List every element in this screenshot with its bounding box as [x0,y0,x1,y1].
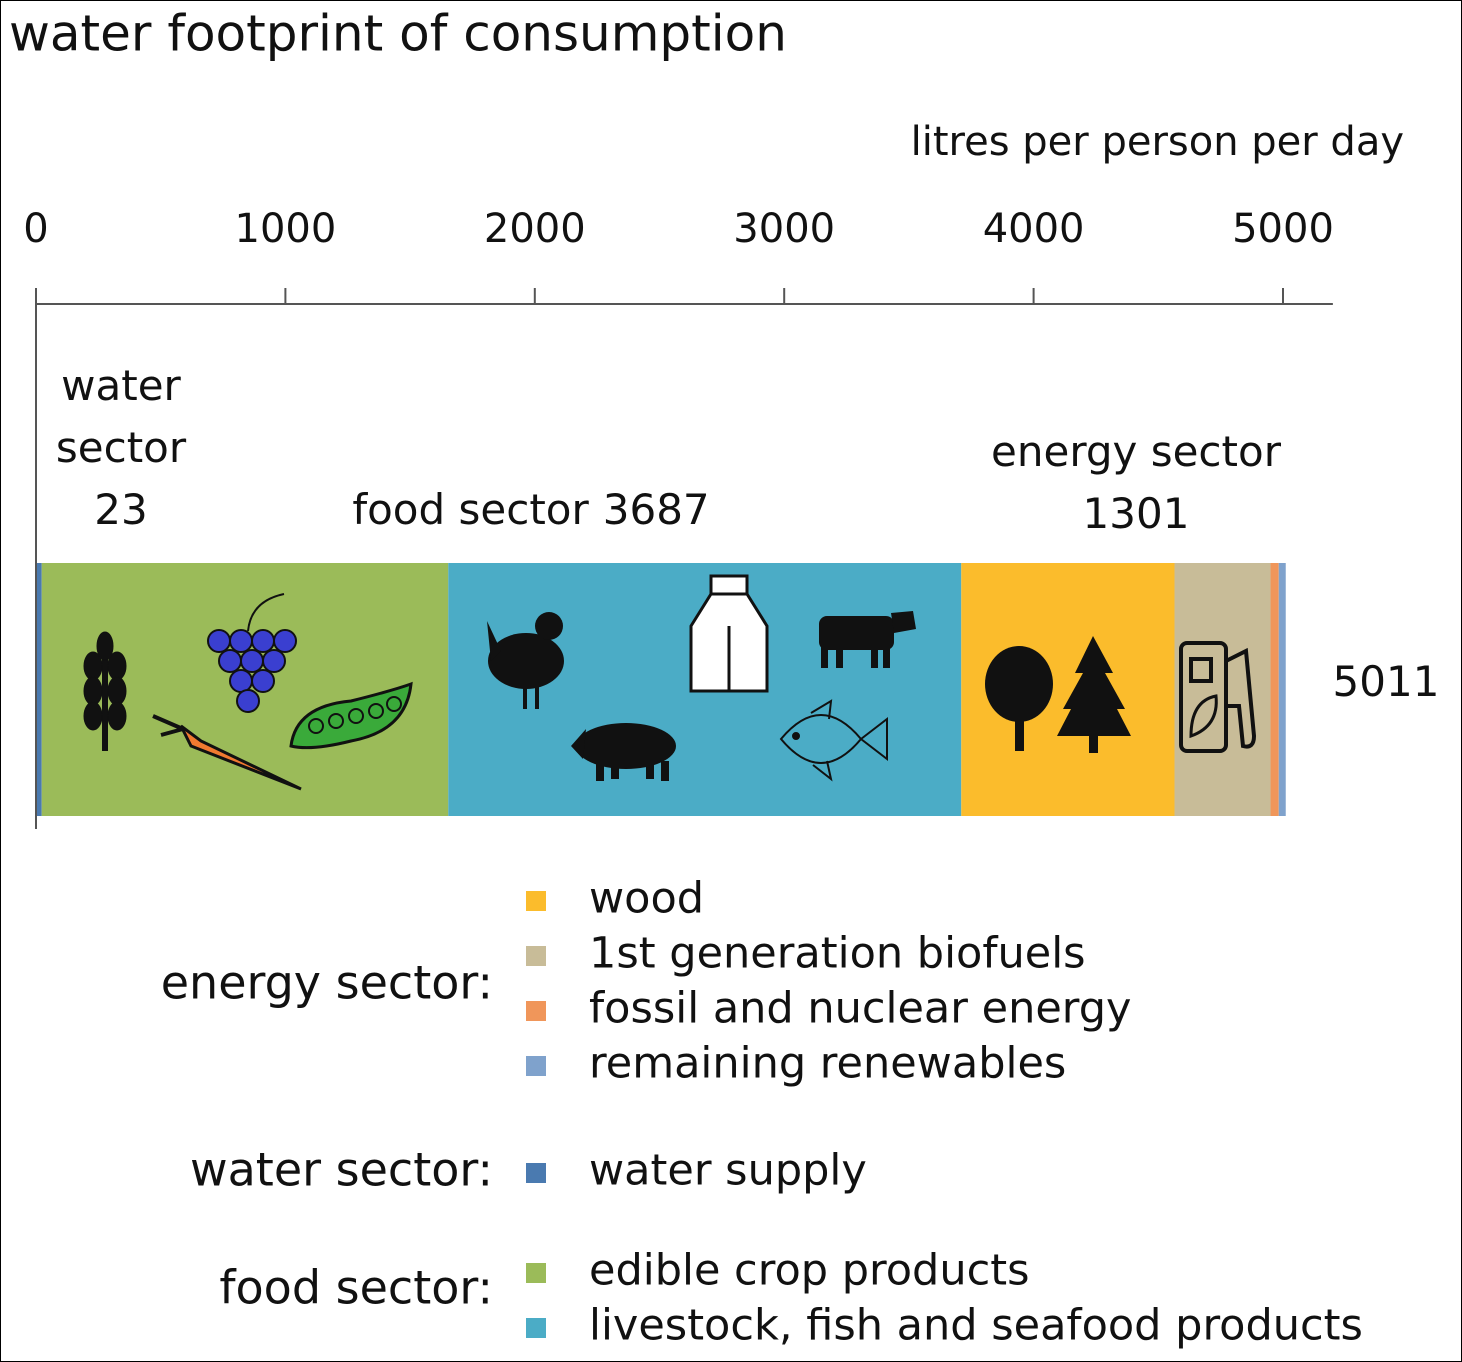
legend-swatch [526,946,546,966]
x-tick-label: 0 [23,206,48,252]
legend-label: 1st generation biofuels [589,929,1086,979]
legend-swatch [526,891,546,911]
fuel-pump-icon [1179,641,1257,753]
sector-annotation: food sector 3687 [261,479,801,541]
bar-segment [1278,563,1286,816]
pea-icon [289,681,413,750]
x-tick-label: 2000 [484,206,586,252]
carrot-icon [152,714,302,791]
legend-group-title: energy sector: [161,956,493,1010]
legend-swatch [526,1263,546,1283]
x-tick-label: 4000 [983,206,1085,252]
sector-label: energy sector [991,427,1281,476]
legend-label: water supply [589,1146,867,1196]
legend-swatch [526,1163,546,1183]
icons [83,574,1257,791]
legend-group-title: food sector: [219,1261,493,1315]
sector-label: water sector [55,361,187,472]
cow-icon [819,611,916,668]
sector-total: 3687 [602,485,710,534]
sector-label: food sector [352,485,589,534]
bar-segment [36,563,42,816]
axis-label: litres per person per day [911,119,1404,165]
legend-swatch [526,1318,546,1338]
wheat-icon [83,631,127,751]
chicken-icon [487,612,564,709]
legend-swatch [526,1056,546,1076]
legend-label: wood [589,874,704,924]
x-tick-label: 5000 [1232,206,1334,252]
legend-label: edible crop products [589,1246,1030,1296]
legend-label: livestock, fish and seafood products [589,1301,1363,1351]
milk-icon [689,574,769,693]
bar-segment [1270,563,1279,816]
legend-swatch [526,1001,546,1021]
legend-label: fossil and nuclear energy [589,984,1131,1034]
x-tick-label: 3000 [733,206,835,252]
fish-icon [779,699,888,782]
x-tick-label: 1000 [235,206,337,252]
chart-title: water footprint of consumption [9,5,787,63]
sector-total: 23 [94,485,148,534]
sector-total: 1301 [1082,489,1190,538]
bar-segment [1174,563,1271,816]
total-label: 5011 [1332,657,1440,706]
legend-group-title: water sector: [190,1143,493,1197]
pig-icon [571,723,676,781]
tree-icon [985,636,1131,753]
grapes-icon [207,593,297,713]
legend-label: remaining renewables [589,1039,1066,1089]
